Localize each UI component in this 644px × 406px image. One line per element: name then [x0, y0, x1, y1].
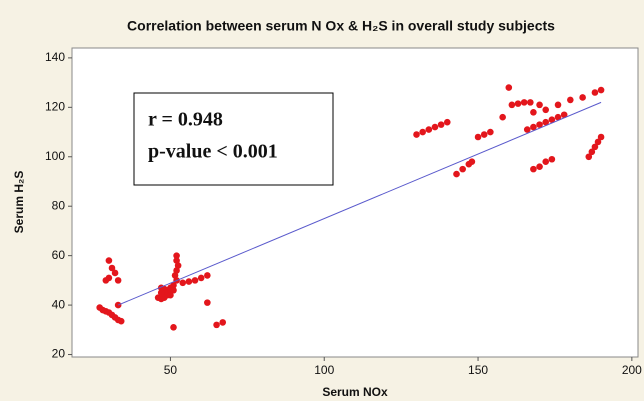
point: [173, 252, 180, 259]
point: [527, 99, 534, 106]
point: [585, 153, 593, 161]
x-tick-label: 200: [622, 363, 642, 377]
point: [219, 319, 227, 326]
point: [579, 94, 586, 101]
point: [437, 121, 445, 128]
point: [560, 111, 568, 119]
point: [105, 274, 113, 282]
point: [530, 123, 537, 131]
point: [453, 170, 460, 178]
x-tick-label: 50: [164, 363, 178, 377]
annotation: r = 0.948: [148, 109, 223, 131]
point: [530, 165, 537, 173]
point: [185, 278, 193, 285]
y-tick-label: 20: [52, 347, 66, 361]
point: [105, 257, 113, 264]
point: [167, 291, 174, 299]
x-tick-label: 100: [314, 363, 334, 377]
point: [443, 118, 451, 126]
point: [191, 277, 199, 284]
point: [588, 148, 596, 156]
point: [179, 279, 187, 287]
point: [474, 133, 482, 141]
chart-title: Correlation between serum N Ox & H₂S in …: [127, 18, 555, 34]
point: [508, 101, 516, 109]
point: [213, 321, 220, 329]
point: [591, 89, 599, 96]
point: [567, 96, 574, 104]
point: [536, 101, 543, 109]
point: [520, 99, 528, 106]
point: [542, 118, 550, 126]
point: [505, 84, 513, 91]
y-tick-label: 100: [45, 149, 65, 163]
x-tick-label: 150: [468, 363, 488, 377]
point: [117, 317, 125, 325]
y-tick-label: 60: [52, 248, 66, 262]
x-axis-label: Serum NOx: [322, 385, 388, 399]
annotation: p-value < 0.001: [148, 141, 278, 163]
point: [536, 163, 543, 170]
point: [459, 165, 466, 173]
point: [597, 86, 605, 94]
point: [204, 272, 211, 279]
point: [413, 131, 420, 138]
point: [431, 123, 439, 131]
point: [487, 128, 494, 136]
point: [170, 324, 177, 331]
point: [170, 286, 177, 294]
point: [530, 108, 537, 116]
point: [419, 128, 426, 136]
point: [111, 269, 119, 277]
point: [114, 301, 122, 309]
point: [204, 299, 211, 306]
point: [108, 264, 116, 272]
point: [197, 274, 205, 282]
point: [425, 126, 433, 133]
y-tick-label: 40: [52, 297, 66, 311]
trend-line: [117, 101, 602, 306]
point: [468, 158, 476, 166]
point: [548, 116, 556, 123]
point: [499, 113, 506, 121]
point: [594, 138, 602, 146]
point: [548, 155, 556, 163]
point: [591, 143, 599, 151]
point: [523, 126, 531, 133]
point: [597, 133, 605, 141]
y-tick-label: 120: [45, 99, 65, 113]
point: [542, 106, 550, 114]
point: [554, 101, 562, 109]
y-tick-label: 80: [52, 198, 66, 212]
point: [514, 100, 522, 107]
point: [536, 121, 543, 128]
point: [480, 131, 488, 138]
y-tick-label: 140: [45, 50, 65, 64]
point: [542, 158, 550, 166]
point: [554, 113, 562, 121]
y-axis-label: Serum H₂S: [12, 171, 26, 234]
annotation-box: [133, 92, 334, 186]
point: [114, 277, 122, 284]
